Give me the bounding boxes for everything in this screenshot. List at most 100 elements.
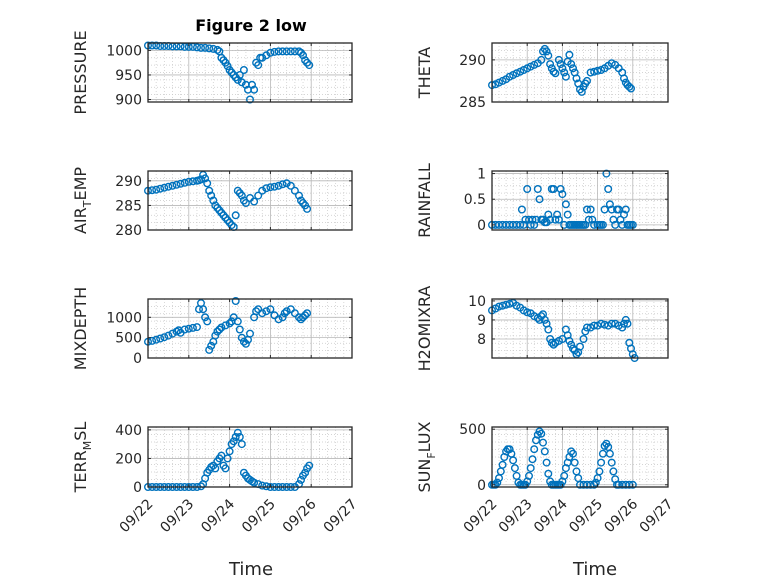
data-point <box>505 445 514 454</box>
y-axis-label: SUNFLUX <box>415 421 438 492</box>
data-point <box>209 196 218 205</box>
data-point <box>535 195 544 204</box>
data-point <box>597 458 606 467</box>
data-point <box>517 205 526 214</box>
x-tick-label: 09/22 <box>117 496 157 536</box>
data-point <box>516 220 525 229</box>
data-point <box>554 215 563 224</box>
data-point <box>192 43 201 52</box>
data-point <box>290 186 299 195</box>
data-point <box>205 345 214 354</box>
data-point <box>565 336 574 345</box>
data-point <box>203 179 212 188</box>
data-point <box>196 482 205 491</box>
data-point <box>588 215 597 224</box>
data-point <box>180 325 189 334</box>
data-point <box>540 447 549 456</box>
x-tick-label: 09/27 <box>321 496 361 536</box>
data-point <box>572 74 581 83</box>
y-axis-label: THETA <box>415 47 434 99</box>
data-point <box>533 184 542 193</box>
data-point <box>286 305 295 314</box>
data-point <box>152 335 161 344</box>
axes-box <box>491 426 669 488</box>
data-point <box>299 198 308 207</box>
data-point <box>196 43 205 52</box>
data-point <box>498 460 507 469</box>
data-point <box>213 327 222 336</box>
data-point <box>297 315 306 324</box>
data-point <box>262 307 271 316</box>
data-point <box>597 319 606 328</box>
y-axis-label: H2OMIXRA <box>415 286 434 372</box>
x-tick-label: 09/25 <box>239 496 279 536</box>
y-tick-label: 1000 <box>106 310 142 326</box>
data-point <box>241 339 250 348</box>
data-point <box>229 313 238 322</box>
data-point <box>602 169 611 178</box>
data-point <box>591 478 600 487</box>
data-point <box>558 64 567 73</box>
data-point <box>303 58 312 67</box>
data-point <box>301 311 310 320</box>
data-point <box>235 325 244 334</box>
data-point <box>565 50 574 59</box>
data-point <box>558 190 567 199</box>
data-point <box>621 205 630 214</box>
data-point <box>258 481 267 490</box>
data-point <box>245 329 254 338</box>
data-point <box>537 55 546 64</box>
y-axis-label: PRESSURE <box>71 30 90 114</box>
data-point <box>526 220 535 229</box>
data-point <box>270 182 279 191</box>
data-point <box>551 215 560 224</box>
data-point <box>237 191 246 200</box>
y-tick-label: 500 <box>115 331 142 347</box>
data-point <box>493 478 502 487</box>
x-tick-label: 09/24 <box>198 496 238 536</box>
data-point <box>274 315 283 324</box>
data-point <box>583 76 592 85</box>
data-point <box>590 67 599 76</box>
data-point <box>556 184 565 193</box>
data-point <box>184 324 193 333</box>
data-point <box>523 308 532 317</box>
data-point <box>620 74 629 83</box>
data-point <box>211 331 220 340</box>
data-point <box>217 451 226 460</box>
data-point <box>176 179 185 188</box>
data-point <box>609 467 618 476</box>
y-tick-label: 8 <box>477 332 486 348</box>
subplot-pressure: 900 950 1000 PRESSURE <box>71 30 353 115</box>
y-tick-label: 0 <box>133 351 142 367</box>
data-point <box>168 181 177 190</box>
data-point <box>542 47 551 56</box>
data-point <box>160 183 169 192</box>
data-point <box>525 471 534 480</box>
data-point <box>628 480 637 489</box>
data-point <box>274 181 283 190</box>
data-point <box>233 317 242 326</box>
data-point <box>526 464 535 473</box>
data-point <box>549 67 558 76</box>
data-point <box>544 210 553 219</box>
data-point <box>561 72 570 81</box>
data-point <box>168 329 177 338</box>
x-axis-label-left: Time <box>228 559 273 580</box>
data-point <box>235 433 244 442</box>
x-tick-label: 09/23 <box>496 496 536 536</box>
y-tick-label: 0 <box>133 480 142 496</box>
data-point <box>205 44 214 53</box>
x-tick-label: 09/25 <box>566 496 606 536</box>
data-point <box>213 45 222 54</box>
data-point <box>203 317 212 326</box>
data-point <box>217 323 226 332</box>
subplot-air-temp: 280 285 290 AIRTEMP <box>71 167 353 239</box>
data-point <box>537 429 546 438</box>
data-point <box>303 309 312 318</box>
y-axis-label: TERRMSL <box>71 422 94 494</box>
data-point <box>254 191 263 200</box>
data-point <box>233 75 242 84</box>
data-point <box>225 447 234 456</box>
data-point <box>286 47 295 56</box>
